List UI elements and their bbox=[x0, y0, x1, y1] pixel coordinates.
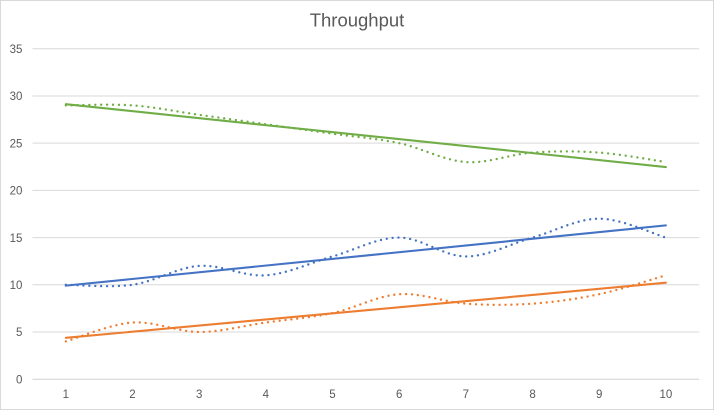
svg-text:9: 9 bbox=[596, 389, 602, 401]
svg-text:7: 7 bbox=[463, 389, 469, 401]
svg-text:10: 10 bbox=[659, 389, 672, 401]
svg-text:2: 2 bbox=[129, 389, 135, 401]
svg-text:3: 3 bbox=[196, 389, 202, 401]
svg-text:20: 20 bbox=[10, 186, 23, 198]
svg-text:0: 0 bbox=[16, 374, 22, 386]
svg-text:1: 1 bbox=[63, 389, 69, 401]
svg-text:Throughput: Throughput bbox=[310, 10, 405, 31]
svg-text:25: 25 bbox=[10, 138, 23, 150]
svg-text:4: 4 bbox=[263, 389, 270, 401]
svg-text:6: 6 bbox=[396, 389, 402, 401]
svg-text:5: 5 bbox=[16, 327, 22, 339]
svg-text:8: 8 bbox=[529, 389, 535, 401]
svg-text:35: 35 bbox=[10, 44, 23, 56]
svg-text:10: 10 bbox=[10, 280, 23, 292]
svg-text:30: 30 bbox=[10, 91, 23, 103]
svg-text:5: 5 bbox=[329, 389, 335, 401]
svg-text:15: 15 bbox=[10, 233, 23, 245]
